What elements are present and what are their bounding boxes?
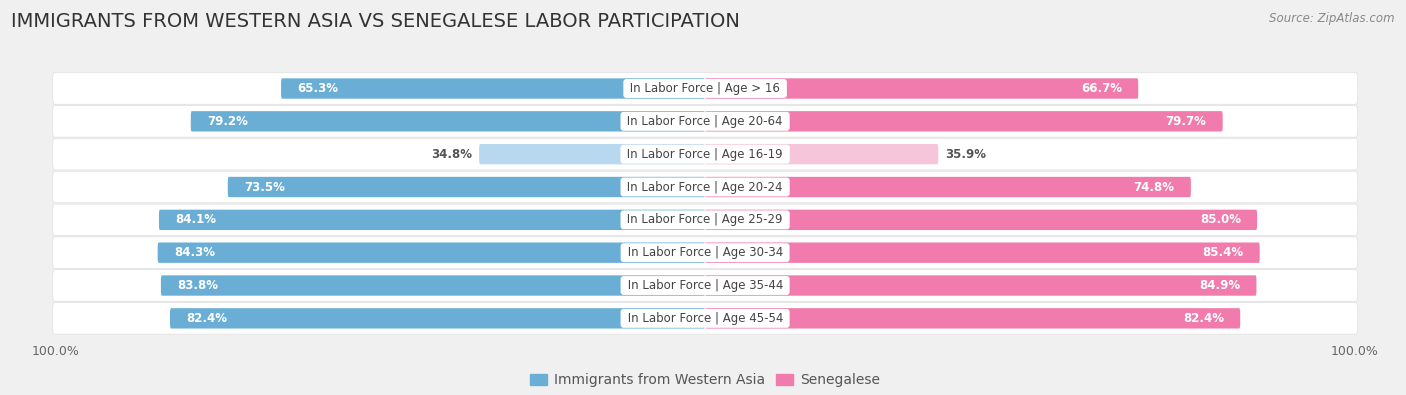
Text: 85.0%: 85.0% xyxy=(1199,213,1241,226)
FancyBboxPatch shape xyxy=(159,210,706,230)
FancyBboxPatch shape xyxy=(706,243,1260,263)
FancyBboxPatch shape xyxy=(191,111,706,132)
Text: 79.7%: 79.7% xyxy=(1166,115,1206,128)
FancyBboxPatch shape xyxy=(706,111,1223,132)
Text: In Labor Force | Age 20-64: In Labor Force | Age 20-64 xyxy=(623,115,787,128)
Text: 82.4%: 82.4% xyxy=(1182,312,1225,325)
Text: 85.4%: 85.4% xyxy=(1202,246,1243,259)
FancyBboxPatch shape xyxy=(52,270,1358,301)
Text: 65.3%: 65.3% xyxy=(297,82,339,95)
Text: In Labor Force | Age 16-19: In Labor Force | Age 16-19 xyxy=(623,148,787,161)
FancyBboxPatch shape xyxy=(706,78,1139,99)
Text: In Labor Force | Age 20-24: In Labor Force | Age 20-24 xyxy=(623,181,787,194)
Text: 35.9%: 35.9% xyxy=(945,148,986,161)
FancyBboxPatch shape xyxy=(706,275,1257,296)
Text: 34.8%: 34.8% xyxy=(432,148,472,161)
Text: 73.5%: 73.5% xyxy=(245,181,285,194)
Text: In Labor Force | Age > 16: In Labor Force | Age > 16 xyxy=(626,82,785,95)
FancyBboxPatch shape xyxy=(52,73,1358,104)
FancyBboxPatch shape xyxy=(281,78,706,99)
FancyBboxPatch shape xyxy=(170,308,706,329)
FancyBboxPatch shape xyxy=(706,177,1191,197)
FancyBboxPatch shape xyxy=(479,144,706,164)
Text: 84.1%: 84.1% xyxy=(176,213,217,226)
Text: In Labor Force | Age 30-34: In Labor Force | Age 30-34 xyxy=(624,246,786,259)
FancyBboxPatch shape xyxy=(706,308,1240,329)
Text: 74.8%: 74.8% xyxy=(1133,181,1174,194)
Text: 82.4%: 82.4% xyxy=(186,312,228,325)
FancyBboxPatch shape xyxy=(160,275,706,296)
FancyBboxPatch shape xyxy=(52,204,1358,235)
FancyBboxPatch shape xyxy=(706,144,938,164)
Text: 66.7%: 66.7% xyxy=(1081,82,1122,95)
Text: Source: ZipAtlas.com: Source: ZipAtlas.com xyxy=(1270,12,1395,25)
FancyBboxPatch shape xyxy=(52,303,1358,334)
Legend: Immigrants from Western Asia, Senegalese: Immigrants from Western Asia, Senegalese xyxy=(524,368,886,393)
FancyBboxPatch shape xyxy=(52,237,1358,269)
Text: In Labor Force | Age 25-29: In Labor Force | Age 25-29 xyxy=(623,213,787,226)
Text: 79.2%: 79.2% xyxy=(207,115,247,128)
FancyBboxPatch shape xyxy=(157,243,706,263)
FancyBboxPatch shape xyxy=(706,210,1257,230)
FancyBboxPatch shape xyxy=(52,105,1358,137)
FancyBboxPatch shape xyxy=(228,177,706,197)
Text: IMMIGRANTS FROM WESTERN ASIA VS SENEGALESE LABOR PARTICIPATION: IMMIGRANTS FROM WESTERN ASIA VS SENEGALE… xyxy=(11,12,740,31)
FancyBboxPatch shape xyxy=(52,171,1358,203)
FancyBboxPatch shape xyxy=(52,138,1358,170)
Text: 83.8%: 83.8% xyxy=(177,279,218,292)
Text: 84.3%: 84.3% xyxy=(174,246,215,259)
Text: 84.9%: 84.9% xyxy=(1199,279,1240,292)
Text: In Labor Force | Age 35-44: In Labor Force | Age 35-44 xyxy=(623,279,787,292)
Text: In Labor Force | Age 45-54: In Labor Force | Age 45-54 xyxy=(623,312,787,325)
